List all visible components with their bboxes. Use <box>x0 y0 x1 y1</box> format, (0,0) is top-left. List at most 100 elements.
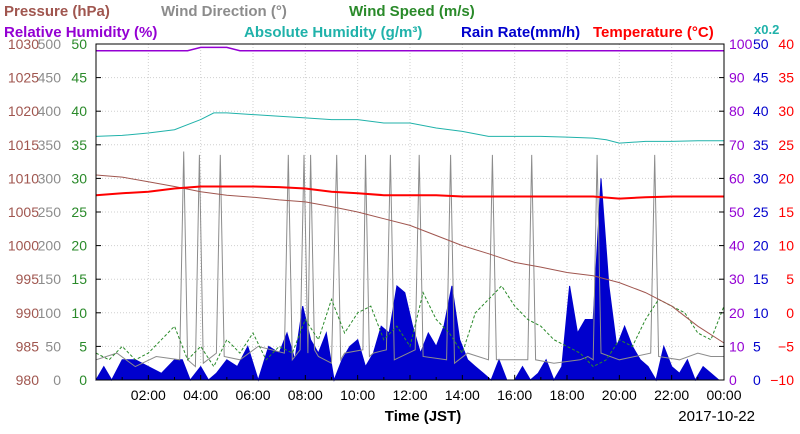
tick-label-relative-humidity: 80 <box>729 103 745 119</box>
tick-label-relative-humidity: 40 <box>729 238 745 254</box>
series-wind-direction <box>95 151 724 368</box>
legend-rain-rate: Rain Rate(mm/h) <box>461 24 580 41</box>
tick-label-wind-speed: 30 <box>71 170 87 186</box>
tick-label-wind-direction: 200 <box>38 238 62 254</box>
legend-absolute-humidity: Absolute Humidity (g/m³) <box>244 24 422 41</box>
tick-label-relative-humidity: 10 <box>729 338 745 354</box>
tick-label-x: 20:00 <box>602 387 637 403</box>
tick-label-rain-rate: 20 <box>753 238 769 254</box>
legend-pressure: Pressure (hPa) <box>4 3 110 20</box>
tick-label-wind-direction: 400 <box>38 103 62 119</box>
tick-label-relative-humidity: 60 <box>729 170 745 186</box>
series-absolute-humidity <box>95 112 724 144</box>
abs-humidity-scale-note: x0.2 <box>754 22 779 37</box>
tick-label-temperature: 15 <box>778 204 794 220</box>
tick-label-pressure: 1020 <box>8 103 39 119</box>
series-wind-speed <box>95 285 725 368</box>
tick-label-temperature: 20 <box>778 170 794 186</box>
tick-label-x: 12:00 <box>392 387 427 403</box>
tick-label-temperature: 40 <box>778 36 794 52</box>
series-pressure <box>95 174 725 344</box>
x-axis: 02:00 04:00 06:00 08:00 10:00 12:00 14:00 16:00… <box>121 375 742 403</box>
tick-label-wind-direction: 250 <box>38 204 62 220</box>
tick-label-wind-speed: 50 <box>71 36 87 52</box>
tick-label-wind-speed: 35 <box>71 137 87 153</box>
tick-label-rain-rate: 25 <box>753 204 769 220</box>
legend-relative-humidity: Relative Humidity (%) <box>4 24 157 41</box>
tick-label-x: 06:00 <box>235 387 270 403</box>
tick-label-x: 16:00 <box>497 387 532 403</box>
tick-label-relative-humidity: 0 <box>729 372 737 388</box>
tick-label-relative-humidity: 30 <box>729 271 745 287</box>
tick-label-temperature: −10 <box>770 372 794 388</box>
series-temperature <box>95 185 724 200</box>
tick-label-relative-humidity: 70 <box>729 137 745 153</box>
tick-label-rain-rate: 30 <box>753 170 769 186</box>
series-rain-rate <box>95 178 724 382</box>
tick-label-x: 08:00 <box>288 387 323 403</box>
tick-label-x: 22:00 <box>654 387 689 403</box>
tick-label-wind-direction: 100 <box>38 305 62 321</box>
tick-label-rain-rate: 0 <box>753 372 761 388</box>
tick-label-x: 04:00 <box>183 387 218 403</box>
series-relative-humidity <box>96 46 724 52</box>
tick-label-x: 18:00 <box>549 387 584 403</box>
tick-label-rain-rate: 45 <box>753 70 769 86</box>
tick-label-relative-humidity: 50 <box>729 204 745 220</box>
tick-label-rain-rate: 35 <box>753 137 769 153</box>
legend: Pressure (hPa) Wind Direction (°) Wind Spe… <box>4 3 779 41</box>
tick-label-temperature: 5 <box>786 271 794 287</box>
tick-label-rain-rate: 50 <box>753 36 769 52</box>
date-label: 2017-10-22 <box>678 408 755 425</box>
tick-label-relative-humidity: 100 <box>729 36 753 52</box>
legend-temperature: Temperature (°C) <box>593 24 714 41</box>
tick-label-rain-rate: 40 <box>753 103 769 119</box>
tick-label-pressure: 995 <box>16 271 40 287</box>
left-axes: 9809859909951000100510101015102010251030… <box>8 36 724 388</box>
tick-label-rain-rate: 5 <box>753 338 761 354</box>
x-axis-label: Time (JST) <box>385 408 461 425</box>
tick-label-x: 02:00 <box>131 387 166 403</box>
tick-label-wind-direction: 450 <box>38 70 62 86</box>
tick-label-rain-rate: 15 <box>753 271 769 287</box>
tick-label-x: 14:00 <box>445 387 480 403</box>
tick-label-wind-speed: 5 <box>79 338 87 354</box>
tick-label-wind-direction: 50 <box>45 338 61 354</box>
tick-label-x: 00:00 <box>706 387 741 403</box>
tick-label-temperature: 25 <box>778 137 794 153</box>
tick-label-wind-speed: 10 <box>71 305 87 321</box>
tick-label-temperature: −5 <box>778 338 794 354</box>
tick-label-temperature: 30 <box>778 103 794 119</box>
tick-label-pressure: 1005 <box>8 204 39 220</box>
tick-label-pressure: 1030 <box>8 36 39 52</box>
tick-label-relative-humidity: 90 <box>729 70 745 86</box>
tick-label-pressure: 1010 <box>8 170 39 186</box>
series-layer <box>95 46 725 382</box>
tick-label-relative-humidity: 20 <box>729 305 745 321</box>
tick-label-wind-speed: 20 <box>71 238 87 254</box>
tick-label-wind-direction: 350 <box>38 137 62 153</box>
legend-wind-direction: Wind Direction (°) <box>161 3 287 20</box>
tick-label-wind-direction: 150 <box>38 271 62 287</box>
tick-label-pressure: 1000 <box>8 238 39 254</box>
tick-label-temperature: 10 <box>778 238 794 254</box>
tick-label-pressure: 990 <box>16 305 40 321</box>
tick-label-wind-speed: 0 <box>79 372 87 388</box>
tick-label-pressure: 985 <box>16 338 40 354</box>
tick-label-pressure: 1015 <box>8 137 39 153</box>
tick-label-wind-speed: 25 <box>71 204 87 220</box>
tick-label-pressure: 1025 <box>8 70 39 86</box>
tick-label-rain-rate: 10 <box>753 305 769 321</box>
tick-label-x: 10:00 <box>340 387 375 403</box>
tick-label-wind-speed: 45 <box>71 70 87 86</box>
tick-label-wind-direction: 500 <box>38 36 62 52</box>
legend-wind-speed: Wind Speed (m/s) <box>349 3 475 20</box>
tick-label-wind-direction: 0 <box>53 372 61 388</box>
right-axes: 0102030405060708090100051015202530354045… <box>729 36 794 388</box>
tick-label-pressure: 980 <box>16 372 40 388</box>
tick-label-temperature: 35 <box>778 70 794 86</box>
tick-label-wind-speed: 15 <box>71 271 87 287</box>
tick-label-wind-speed: 40 <box>71 103 87 119</box>
tick-label-temperature: 0 <box>786 305 794 321</box>
